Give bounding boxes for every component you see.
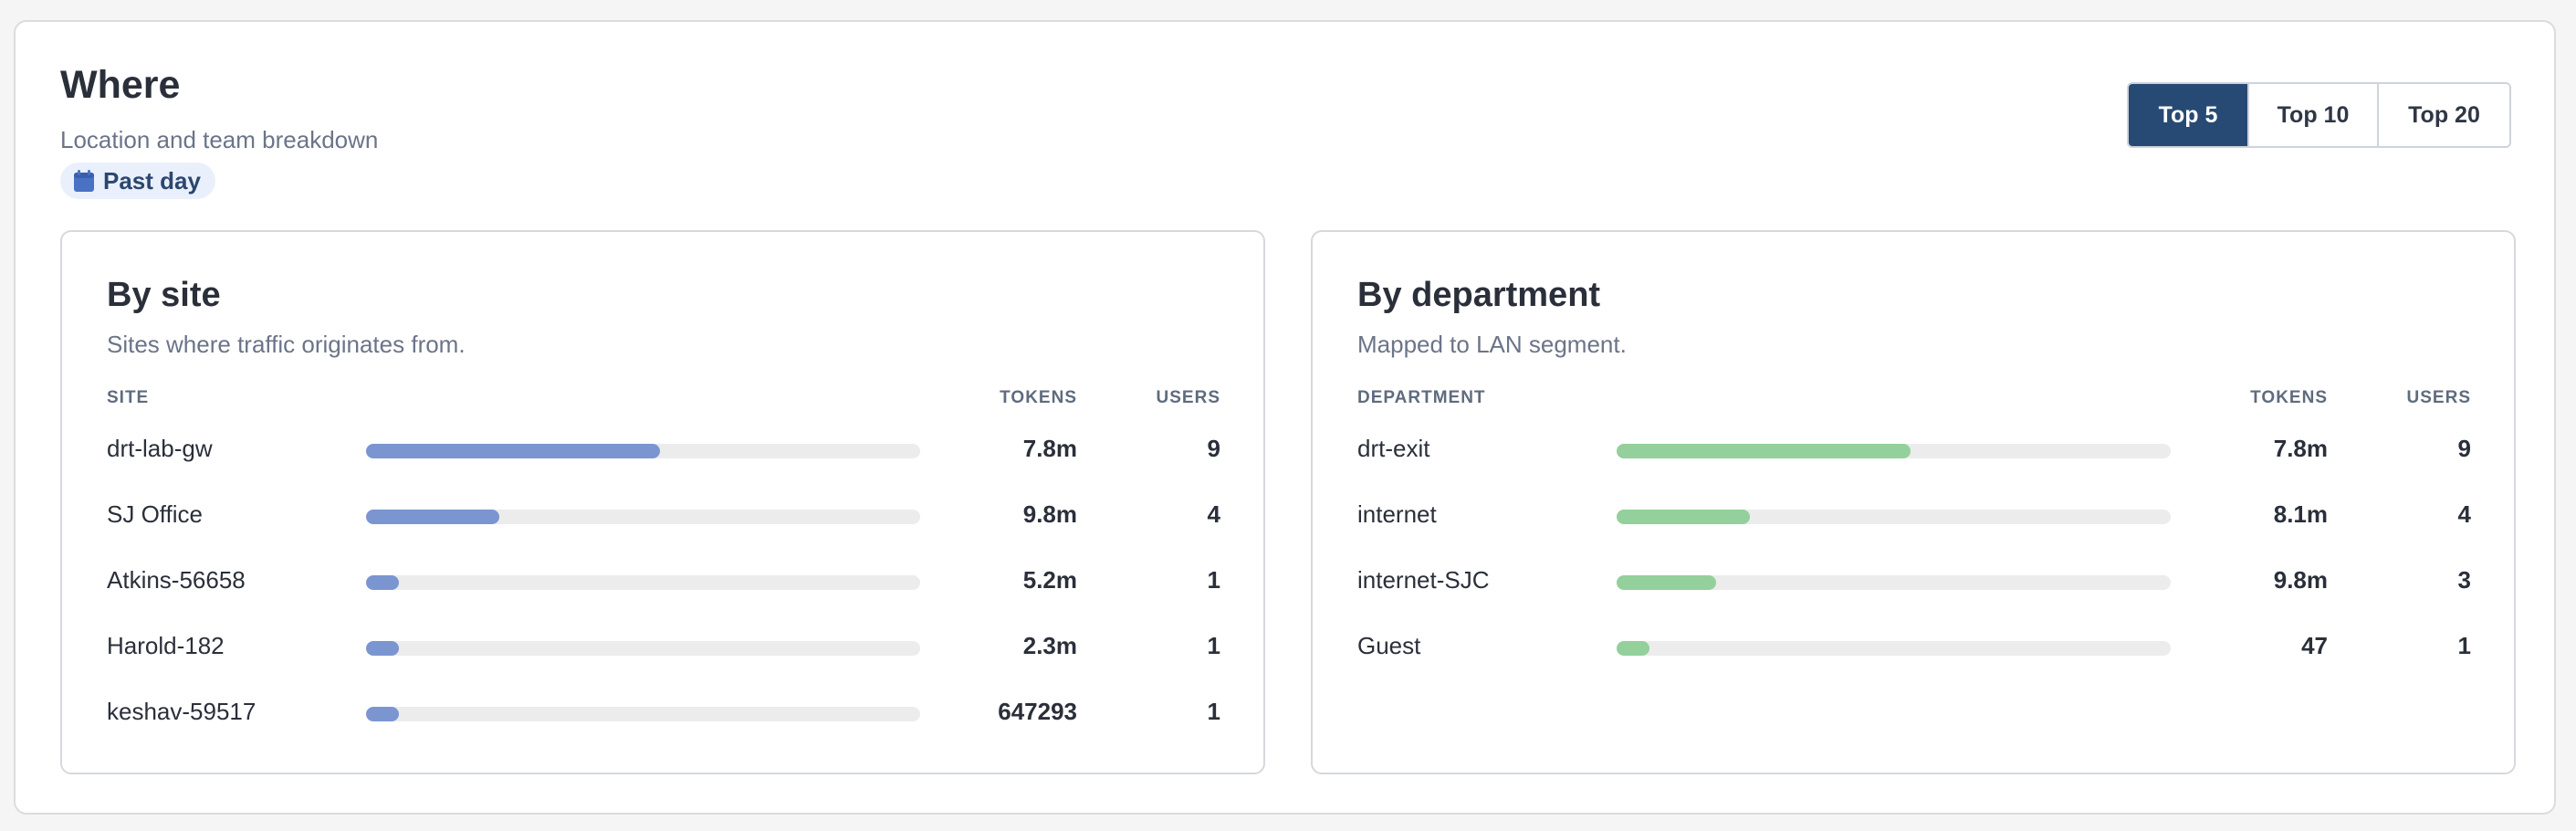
column-header-users: USERS [1156, 388, 1220, 407]
by-department-title: By department [1357, 276, 1601, 314]
share-bar-fill [366, 641, 399, 656]
table-row[interactable]: Guest 47 1 [1313, 628, 2514, 665]
share-bar-fill [366, 444, 660, 458]
table-row[interactable]: internet-SJC 9.8m 3 [1313, 563, 2514, 599]
row-tokens: 2.3m [1022, 632, 1077, 659]
share-bar-track [366, 444, 920, 458]
panel-subtitle: Location and team breakdown [60, 126, 379, 153]
by-site-description: Sites where traffic originates from. [107, 331, 466, 358]
share-bar-fill [1617, 444, 1911, 458]
row-tokens: 647293 [998, 698, 1077, 725]
table-row[interactable]: SJ Office 9.8m 4 [62, 497, 1263, 533]
row-name: Guest [1357, 632, 1421, 659]
share-bar-track [1617, 444, 2171, 458]
top-5-button[interactable]: Top 5 [2129, 84, 2247, 146]
column-header-users: USERS [2406, 388, 2471, 407]
table-row[interactable]: Atkins-56658 5.2m 1 [62, 563, 1263, 599]
row-tokens: 8.1m [2273, 500, 2328, 528]
row-users: 1 [1207, 632, 1220, 659]
column-header-tokens: TOKENS [2250, 388, 2328, 407]
where-panel: Where Location and team breakdown Past d… [14, 20, 2556, 815]
share-bar-fill [366, 707, 399, 721]
row-tokens: 9.8m [1022, 500, 1077, 528]
share-bar-track [366, 707, 920, 721]
row-name: Harold-182 [107, 632, 225, 659]
row-tokens: 7.8m [1022, 435, 1077, 462]
by-department-card: By department Mapped to LAN segment. DEP… [1311, 230, 2516, 774]
row-users: 1 [1207, 698, 1220, 725]
column-header-department: DEPARTMENT [1357, 388, 1486, 407]
by-site-card: By site Sites where traffic originates f… [60, 230, 1265, 774]
row-name: drt-lab-gw [107, 435, 213, 462]
by-department-description: Mapped to LAN segment. [1357, 331, 1627, 358]
row-users: 9 [2457, 435, 2471, 462]
column-header-tokens: TOKENS [1000, 388, 1077, 407]
period-label: Past day [103, 166, 201, 195]
row-tokens: 5.2m [1022, 566, 1077, 594]
row-name: SJ Office [107, 500, 204, 528]
top-10-button[interactable]: Top 10 [2247, 84, 2377, 146]
period-badge: Past day [60, 163, 215, 199]
row-users: 1 [2457, 632, 2471, 659]
share-bar-fill [1617, 510, 1750, 524]
table-row[interactable]: drt-lab-gw 7.8m 9 [62, 431, 1263, 468]
row-name: Atkins-56658 [107, 566, 246, 594]
row-tokens: 47 [2301, 632, 2328, 659]
row-name: drt-exit [1357, 435, 1430, 462]
top-n-selector: Top 5 Top 10 Top 20 [2127, 82, 2511, 148]
top-20-button[interactable]: Top 20 [2377, 84, 2509, 146]
share-bar-track [366, 510, 920, 524]
panel-title: Where [60, 63, 181, 107]
row-users: 9 [1207, 435, 1220, 462]
row-name: keshav-59517 [107, 698, 257, 725]
row-users: 3 [2457, 566, 2471, 594]
row-tokens: 9.8m [2273, 566, 2328, 594]
share-bar-fill [366, 510, 499, 524]
column-header-site: SITE [107, 388, 150, 407]
row-name: internet-SJC [1357, 566, 1490, 594]
share-bar-track [1617, 510, 2171, 524]
row-tokens: 7.8m [2273, 435, 2328, 462]
calendar-icon [74, 170, 94, 192]
table-row[interactable]: internet 8.1m 4 [1313, 497, 2514, 533]
row-name: internet [1357, 500, 1437, 528]
share-bar-track [1617, 641, 2171, 656]
share-bar-fill [366, 575, 399, 590]
row-users: 4 [1207, 500, 1220, 528]
share-bar-fill [1617, 641, 1649, 656]
table-row[interactable]: keshav-59517 647293 1 [62, 694, 1263, 731]
row-users: 1 [1207, 566, 1220, 594]
by-site-title: By site [107, 276, 221, 314]
table-row[interactable]: Harold-182 2.3m 1 [62, 628, 1263, 665]
share-bar-track [366, 575, 920, 590]
table-row[interactable]: drt-exit 7.8m 9 [1313, 431, 2514, 468]
row-users: 4 [2457, 500, 2471, 528]
share-bar-track [366, 641, 920, 656]
share-bar-track [1617, 575, 2171, 590]
share-bar-fill [1617, 575, 1716, 590]
